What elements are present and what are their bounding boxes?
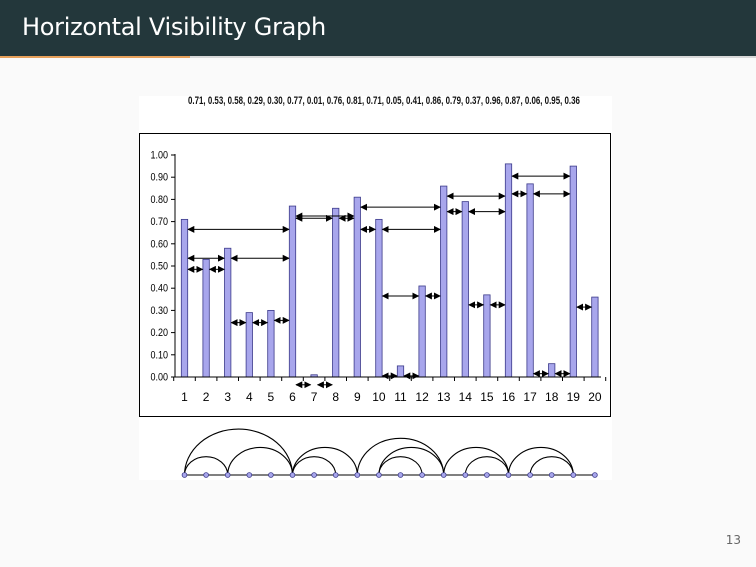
x-tick-label: 10 bbox=[372, 390, 386, 404]
data-bar bbox=[396, 365, 405, 378]
page-number: 13 bbox=[725, 533, 741, 547]
y-tick-label: 0.40 bbox=[150, 283, 168, 295]
graph-node bbox=[268, 472, 274, 478]
data-bar bbox=[202, 258, 210, 378]
graph-node bbox=[224, 472, 231, 478]
graph-node bbox=[440, 472, 447, 478]
graph-edge-arc bbox=[291, 446, 358, 476]
data-bar bbox=[548, 363, 556, 378]
graph-node bbox=[246, 472, 253, 478]
graph-node bbox=[527, 472, 533, 478]
y-tick-label: 0.60 bbox=[150, 239, 168, 251]
graph-edge-arc bbox=[183, 456, 229, 476]
x-tick-label: 2 bbox=[203, 390, 210, 404]
y-tick-label: 0.70 bbox=[150, 216, 168, 228]
graph-edge-arc bbox=[443, 446, 510, 476]
data-bar bbox=[288, 205, 297, 378]
graph-node bbox=[548, 472, 555, 478]
data-bar bbox=[569, 165, 577, 378]
hvg-chart: 0.00 0.10 0.20 0.30 0.40 0.50 0.60 0.70 0.80 0.90… bbox=[139, 133, 611, 478]
graph-edge-arc bbox=[291, 456, 337, 476]
graph-edge-arc bbox=[378, 446, 445, 476]
x-tick-label: 8 bbox=[332, 390, 339, 404]
data-bar bbox=[353, 196, 361, 378]
x-tick-label: 12 bbox=[415, 390, 429, 404]
y-tick-label: 0.20 bbox=[150, 327, 168, 339]
x-tick-label: 15 bbox=[480, 390, 494, 404]
x-tick-label: 3 bbox=[224, 390, 231, 404]
graph-node bbox=[419, 472, 425, 478]
graph-node bbox=[332, 472, 339, 478]
y-tick-label: 0.90 bbox=[150, 172, 168, 184]
title-bar: Horizontal Visibility Graph bbox=[0, 0, 756, 56]
x-tick-label: 16 bbox=[502, 390, 516, 404]
graph-edge-arc bbox=[507, 446, 574, 476]
x-tick-label: 5 bbox=[268, 390, 275, 404]
x-tick-label: 1 bbox=[181, 390, 188, 404]
x-tick-label: 4 bbox=[246, 390, 253, 404]
graph-edge-arc bbox=[356, 437, 445, 476]
y-tick-label: 0.30 bbox=[150, 305, 168, 317]
x-tick-label: 9 bbox=[354, 390, 361, 404]
hvg-figure: 0.71, 0.53, 0.58, 0.29, 0.30, 0.77, 0.01… bbox=[139, 95, 612, 480]
x-tick-label: 11 bbox=[394, 390, 407, 404]
data-bar bbox=[440, 185, 448, 378]
x-tick-label: 18 bbox=[545, 390, 559, 404]
sequence-text: 0.71, 0.53, 0.58, 0.29, 0.30, 0.77, 0.01… bbox=[188, 95, 580, 107]
x-tick-label: 20 bbox=[588, 390, 602, 404]
data-bar bbox=[267, 309, 275, 378]
graph-edge-arc bbox=[464, 456, 510, 476]
data-bar bbox=[224, 247, 232, 378]
graph-node bbox=[397, 472, 404, 478]
graph-edge-arc bbox=[183, 428, 294, 476]
graph-node bbox=[462, 472, 469, 478]
data-bar bbox=[245, 312, 253, 378]
y-tick-label: 0.50 bbox=[150, 261, 168, 273]
data-bar bbox=[526, 183, 534, 378]
y-tick-label: 0.10 bbox=[150, 350, 168, 362]
graph-node bbox=[354, 472, 361, 478]
data-bar bbox=[591, 296, 599, 378]
x-tick-label: 13 bbox=[437, 390, 451, 404]
data-bar bbox=[180, 218, 189, 378]
graph-node bbox=[376, 472, 382, 478]
graph-node bbox=[289, 472, 296, 478]
graph-edge-arc bbox=[529, 456, 574, 476]
data-bar bbox=[375, 218, 383, 378]
data-bar bbox=[483, 294, 491, 378]
x-tick-label: 14 bbox=[459, 390, 473, 404]
graph-node bbox=[203, 472, 209, 478]
x-tick-label: 6 bbox=[289, 390, 296, 404]
graph-node bbox=[592, 472, 598, 478]
data-bar bbox=[504, 163, 513, 378]
graph-node bbox=[505, 472, 512, 478]
title-rule bbox=[0, 56, 756, 58]
graph-node bbox=[311, 472, 317, 478]
graph-edge-arc bbox=[227, 446, 294, 476]
x-tick-label: 17 bbox=[523, 390, 537, 404]
data-bar bbox=[332, 207, 340, 378]
graph-node bbox=[484, 472, 490, 478]
y-tick-label: 1.00 bbox=[150, 150, 168, 162]
graph-node bbox=[181, 472, 188, 478]
data-bar bbox=[418, 285, 426, 378]
graph-node bbox=[570, 472, 577, 478]
data-bar bbox=[461, 201, 469, 378]
slide-title: Horizontal Visibility Graph bbox=[22, 13, 326, 41]
x-tick-label: 19 bbox=[567, 390, 581, 404]
graph-edge-arc bbox=[378, 456, 423, 476]
x-tick-label: 7 bbox=[311, 390, 318, 404]
y-tick-label: 0.00 bbox=[150, 372, 168, 384]
y-tick-label: 0.80 bbox=[150, 194, 168, 206]
